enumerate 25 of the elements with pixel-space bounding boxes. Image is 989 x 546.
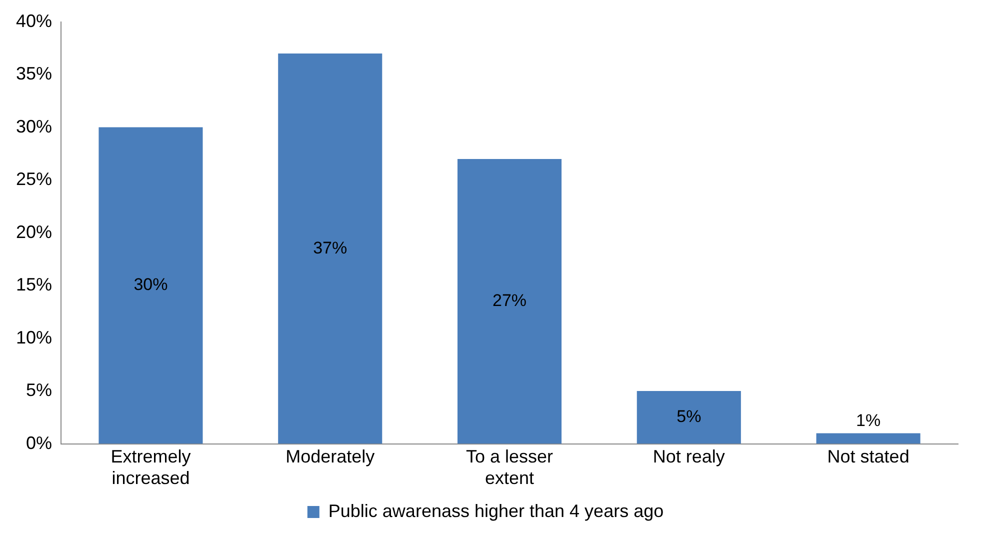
data-label: 37% [313, 238, 348, 258]
data-label: 30% [134, 275, 168, 294]
bar [636, 391, 741, 444]
y-tick-label: 0% [26, 432, 52, 453]
bar [98, 127, 203, 444]
bar [457, 158, 562, 444]
legend-label: Public awarenass higher than 4 years ago [328, 500, 664, 521]
bar [278, 53, 382, 444]
y-tick-label: 10% [16, 327, 52, 348]
data-label: 5% [676, 407, 702, 426]
y-tick-label: 15% [16, 274, 52, 295]
y-tick-label: 40% [16, 10, 52, 31]
x-tick-label: Not stated [827, 446, 910, 467]
bar [816, 433, 920, 444]
x-tick-label: To a lesser extent [466, 446, 554, 488]
y-tick-label: 5% [26, 380, 52, 400]
y-tick-label: 25% [16, 169, 52, 190]
x-tick-label: Extremely increased [110, 446, 191, 488]
x-tick-label: Not realy [652, 446, 725, 467]
data-label: 27% [492, 291, 527, 310]
x-tick-label: Moderately [286, 446, 375, 467]
y-tick-label: 20% [16, 222, 52, 242]
data-label: 1% [856, 410, 881, 430]
y-tick-label: 35% [16, 64, 52, 84]
y-tick-label: 30% [16, 116, 52, 136]
